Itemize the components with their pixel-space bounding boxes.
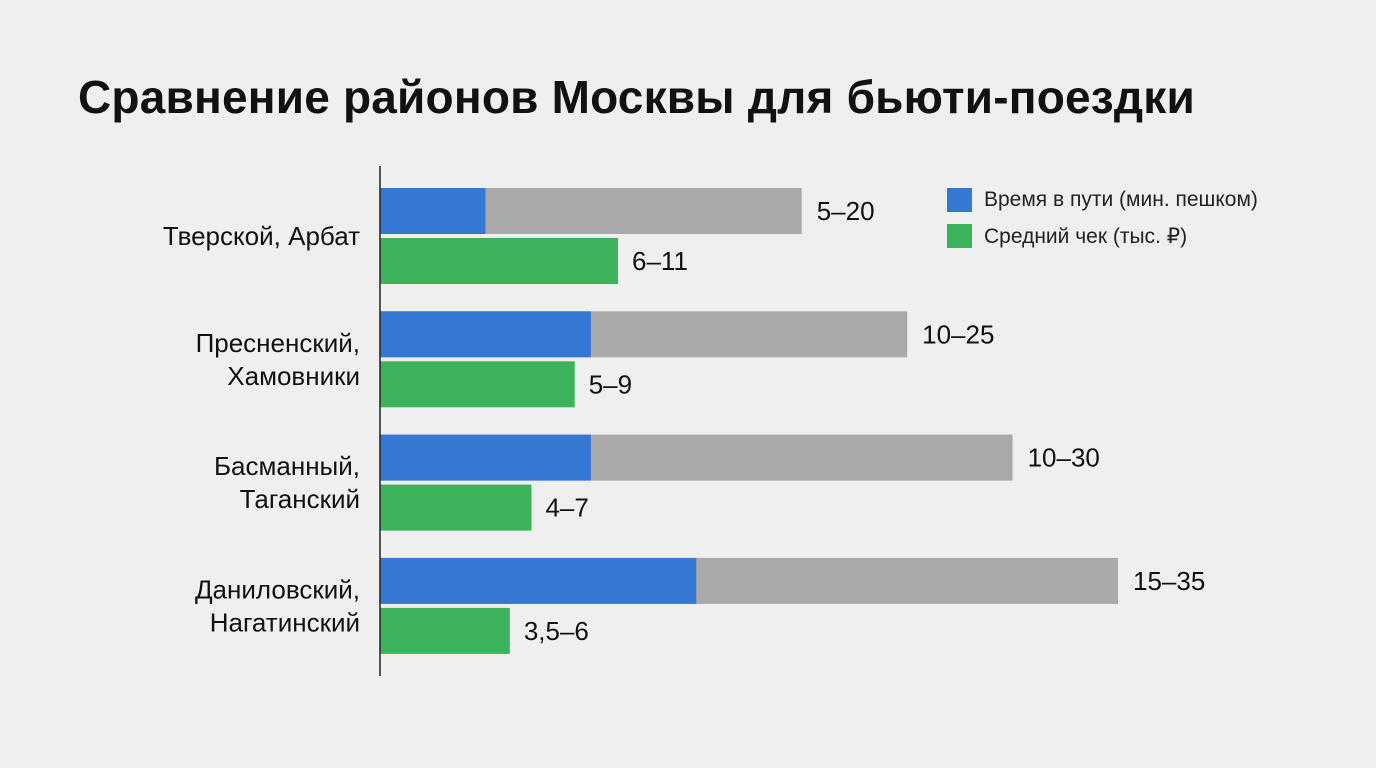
legend-swatch-check [947,224,972,248]
legend-item-time: Время в пути (мин. пешком) [947,186,1258,214]
bar-check [380,361,575,408]
legend: Время в пути (мин. пешком) Средний чек (… [947,186,1258,258]
legend-swatch-time [947,188,972,212]
labels-layer: 5–20 6–11 Тверской, Арбат 10–25 5–9 Пресненск… [163,196,1205,646]
bars-layer [380,188,1118,654]
legend-item-check: Средний чек (тыс. ₽) [947,222,1258,250]
category-label: Басманный, [214,451,360,481]
chart-title: Сравнение районов Москвы для бьюти-поезд… [78,71,1195,123]
check-value-label: 6–11 [632,246,688,276]
bar-time-min [380,557,697,604]
category-label: Пресненский, [196,328,360,358]
category-label: Тверской, Арбат [163,221,360,251]
legend-label-check: Средний чек (тыс. ₽) [984,224,1188,248]
legend-label-time: Время в пути (мин. пешком) [984,188,1258,211]
check-value-label: 3,5–6 [524,616,589,646]
time-value-label: 15–35 [1133,566,1205,596]
time-value-label: 10–30 [1028,443,1100,473]
bar-time-min [380,311,591,358]
bar-time-min [380,188,486,234]
bar-check [380,484,532,531]
bar-check [380,607,510,654]
bar-check [380,238,618,284]
bar-time-min [380,434,591,481]
check-value-label: 5–9 [589,369,632,399]
category-label: Хамовники [227,361,360,391]
time-value-label: 10–25 [922,319,994,349]
category-label: Нагатинский [210,607,360,637]
category-label: Таганский [240,484,360,514]
check-value-label: 4–7 [545,493,588,523]
category-label: Даниловский, [195,574,360,604]
time-value-label: 5–20 [817,196,875,226]
